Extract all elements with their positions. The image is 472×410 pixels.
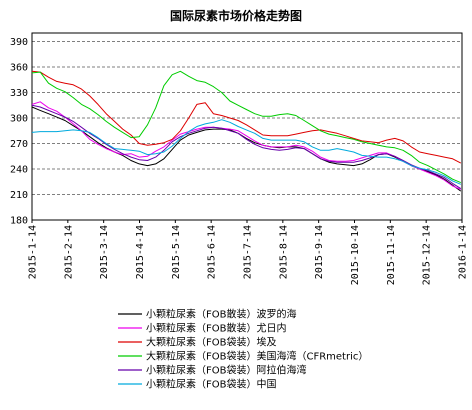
- x-tick-label: 2015-7-14: [243, 225, 254, 279]
- x-tick-label: 2015-9-14: [314, 225, 325, 279]
- x-tick-label: 2015-3-14: [99, 225, 110, 279]
- legend-label-4: 大颗粒尿素（FOB袋装）美国海湾（CFRmetric）: [146, 350, 368, 363]
- x-tick-label: 2015-6-14: [207, 225, 218, 279]
- y-tick-label: 240: [10, 165, 28, 176]
- x-tick-label: 2015-10-14: [350, 225, 361, 285]
- series-line-5: [31, 104, 462, 190]
- y-tick-label: 300: [10, 114, 28, 125]
- x-tick-label: 2015-2-14: [63, 225, 74, 279]
- x-tick-label: 2015-1-14: [28, 225, 39, 279]
- grid-lines: [32, 41, 462, 195]
- series-lines: [31, 70, 462, 192]
- series-line-2: [31, 101, 461, 190]
- series-line-3: [31, 70, 462, 164]
- y-tick-label: 390: [10, 37, 28, 48]
- x-tick-label: 2015-11-14: [386, 225, 397, 285]
- y-tick-label: 270: [10, 139, 28, 150]
- legend: 小颗粒尿素（FOB散装）波罗的海小颗粒尿素（FOB散装）尤日内大颗粒尿素（FOB…: [118, 308, 368, 391]
- x-tick-label: 2015-5-14: [171, 225, 182, 279]
- y-tick-label: 330: [10, 88, 28, 99]
- legend-label-3: 大颗粒尿素（FOB袋装）埃及: [146, 336, 276, 349]
- x-tick-label: 2015-12-14: [422, 225, 433, 285]
- legend-label-2: 小颗粒尿素（FOB散装）尤日内: [146, 322, 286, 335]
- chart-title: 国际尿素市场价格走势图: [170, 8, 302, 23]
- x-tick-label: 2016-1-14: [458, 225, 469, 279]
- series-line-6: [31, 119, 461, 185]
- x-tick-label: 2015-4-14: [135, 225, 146, 279]
- axis-tick-labels: 180 210 240 270 300 330 360 390 2015-1-14 2015-2-…: [10, 37, 469, 285]
- plot-area: [31, 32, 463, 221]
- legend-label-5: 小颗粒尿素（FOB袋装）阿拉伯海湾: [146, 364, 306, 377]
- series-line-4: [31, 70, 461, 184]
- y-tick-label: 180: [10, 216, 28, 227]
- y-tick-label: 360: [10, 63, 28, 74]
- legend-label-6: 小颗粒尿素（FOB袋装）中国: [146, 378, 276, 391]
- legend-label-1: 小颗粒尿素（FOB散装）波罗的海: [146, 308, 296, 321]
- y-tick-label: 210: [10, 190, 28, 201]
- x-tick-label: 2015-8-14: [278, 225, 289, 279]
